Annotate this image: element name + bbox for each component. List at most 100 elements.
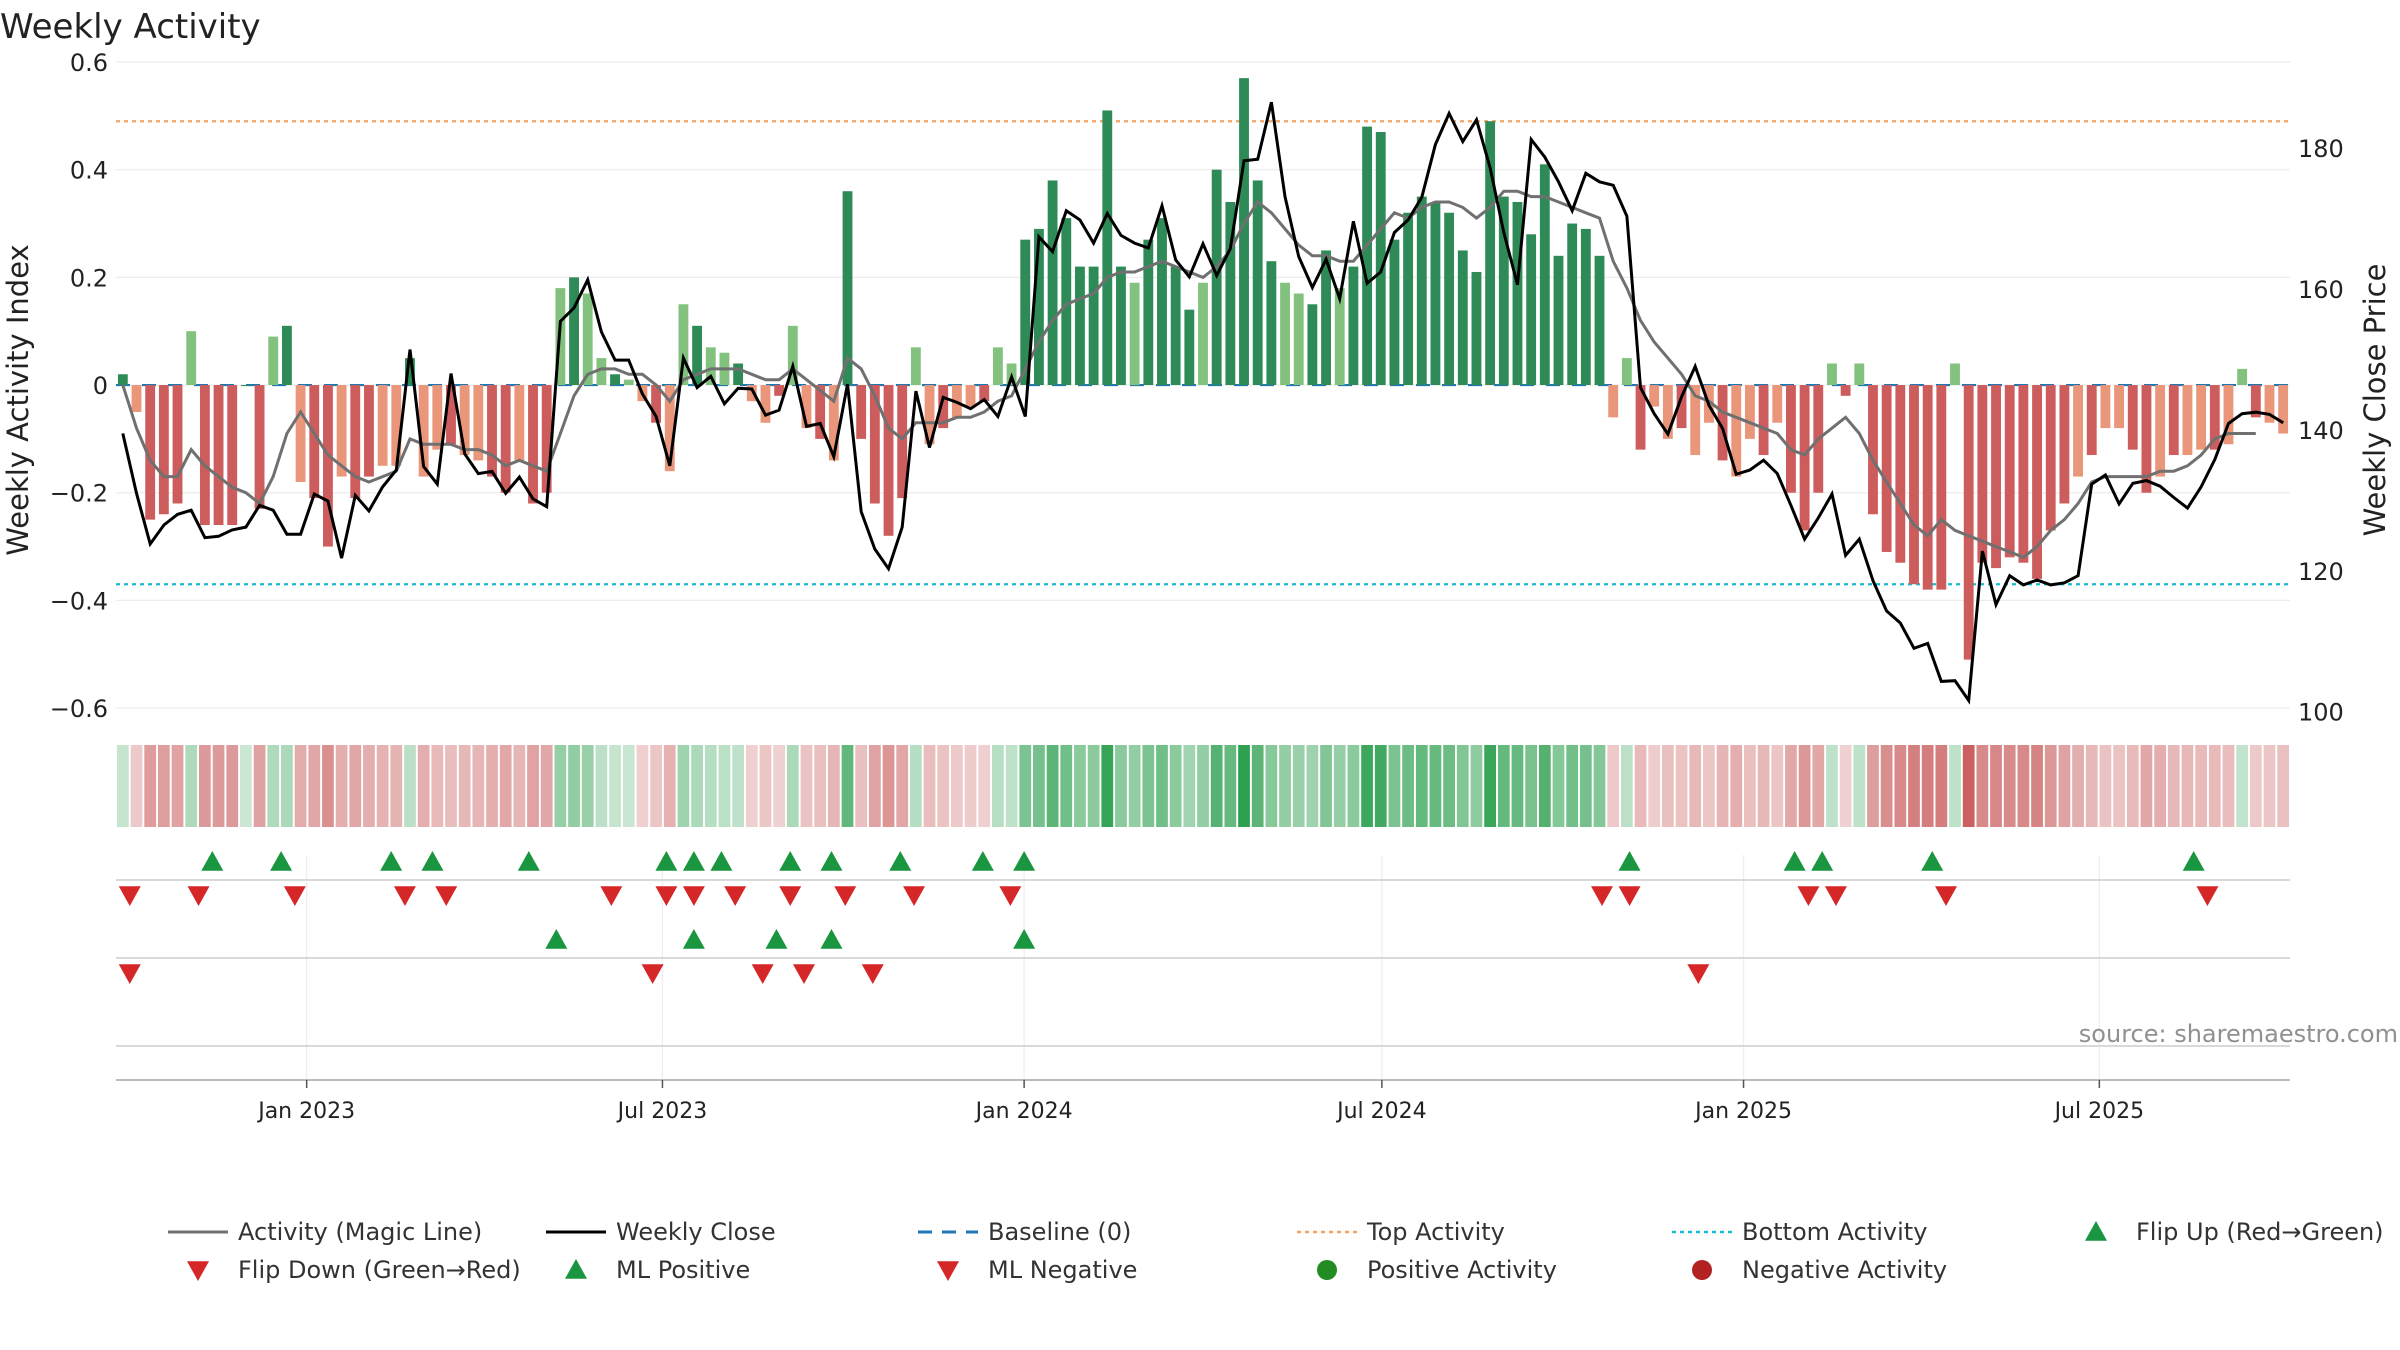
strip-cell — [663, 745, 676, 827]
left-y-tick-label: 0.4 — [70, 157, 108, 185]
flip-up-marker — [971, 851, 994, 871]
legend-swatch — [565, 1259, 587, 1279]
activity-bar — [2141, 385, 2152, 493]
activity-bar — [1909, 385, 1919, 585]
activity-bar — [842, 191, 853, 386]
left-y-tick-label: −0.2 — [50, 480, 108, 508]
strip-cell — [1757, 745, 1770, 827]
strip-cell — [1689, 745, 1702, 827]
activity-bar — [1430, 201, 1441, 386]
strip-cell — [1197, 745, 1209, 827]
left-y-tick-label: 0.6 — [70, 49, 108, 77]
strip-cell — [732, 745, 744, 827]
activity-bar — [1157, 218, 1167, 386]
strip-cell — [992, 745, 1004, 827]
magic-line — [121, 189, 2256, 560]
strip-cell — [677, 745, 690, 827]
activity-bar — [1950, 363, 1960, 386]
strip-cell — [2140, 745, 2153, 827]
flip-down-marker — [600, 886, 623, 906]
legend-label: Top Activity — [1366, 1218, 1505, 1246]
strip-cell — [691, 745, 703, 827]
strip-cell — [786, 745, 799, 827]
strip-cell — [896, 745, 909, 827]
activity-bar — [295, 385, 306, 482]
activity-bar — [240, 385, 251, 387]
legend: Activity (Magic Line) Weekly Close Baselin… — [168, 1218, 2384, 1284]
ml-positive-marker — [765, 929, 788, 949]
legend-label: Weekly Close — [616, 1218, 776, 1246]
activity-bar — [651, 385, 662, 423]
strip-cell — [1579, 745, 1592, 827]
strip-cell — [2099, 745, 2112, 827]
strip-cell — [1744, 745, 1756, 827]
activity-bar — [2114, 385, 2125, 429]
strip-cell — [1046, 745, 1059, 827]
legend-swatch — [187, 1261, 209, 1281]
strip-cell — [2208, 745, 2221, 827]
strip-cell — [1935, 745, 1948, 827]
strip-cell — [458, 745, 471, 827]
activity-bar — [1403, 212, 1414, 386]
activity-bar — [391, 385, 402, 466]
activity-bar — [227, 385, 238, 526]
activity-bar — [733, 363, 744, 386]
strip-cell — [445, 745, 457, 827]
strip-cell — [2222, 745, 2235, 827]
strip-cell — [800, 745, 813, 827]
strip-cell — [540, 745, 553, 827]
activity-bar — [1991, 385, 2001, 569]
activity-bar — [760, 385, 771, 423]
strip-cell — [390, 745, 403, 827]
activity-bar — [1868, 385, 1878, 515]
strip-cell — [581, 745, 594, 827]
activity-bar — [1280, 282, 1290, 386]
strip-cell — [1456, 745, 1469, 827]
strip-cell — [1949, 745, 1961, 827]
strip-cell — [144, 745, 157, 827]
strip-cell — [622, 745, 635, 827]
activity-bar — [528, 385, 538, 504]
activity-bar — [1389, 239, 1400, 386]
strip-cell — [349, 745, 362, 827]
flip-up-marker — [710, 851, 733, 871]
ml-positive-marker — [682, 929, 705, 949]
activity-bar — [1936, 385, 1947, 590]
activity-bar — [828, 385, 839, 461]
activity-bar — [1102, 110, 1113, 386]
flip-up-marker — [1618, 851, 1641, 871]
strip-cell — [1415, 745, 1428, 827]
ml-negative-marker — [861, 964, 884, 984]
strip-cell — [827, 745, 840, 827]
flip-down-marker — [779, 886, 802, 906]
activity-bar — [1512, 201, 1523, 386]
strip-cell — [1497, 745, 1510, 827]
flip-down-marker — [118, 886, 141, 906]
activity-heat-strip — [116, 745, 2290, 827]
strip-cell — [2031, 745, 2043, 827]
activity-bar — [2086, 385, 2097, 456]
activity-bar — [1854, 363, 1865, 386]
strip-cell — [718, 745, 731, 827]
strip-cell — [1552, 745, 1565, 827]
activity-bar — [1580, 228, 1591, 386]
activity-bar — [1635, 385, 1646, 450]
strip-cell — [499, 745, 512, 827]
strip-cell — [1511, 745, 1524, 827]
flip-up-marker — [421, 851, 444, 871]
activity-bar — [1034, 228, 1044, 386]
strip-cell — [609, 745, 621, 827]
activity-bar — [1444, 212, 1455, 386]
activity-bar — [569, 277, 579, 386]
activity-bar — [117, 374, 128, 386]
left-y-axis-label: Weekly Activity Index — [1, 244, 35, 555]
strip-cell — [759, 745, 772, 827]
strip-cell — [1388, 745, 1401, 827]
flip-down-marker — [655, 886, 678, 906]
activity-bar — [172, 385, 183, 504]
x-tick-label: Jan 2023 — [256, 1099, 355, 1124]
left-y-tick-label: 0 — [93, 372, 108, 400]
strip-cell — [1798, 745, 1811, 827]
activity-bar — [2209, 385, 2220, 450]
activity-bar — [1717, 385, 1728, 461]
